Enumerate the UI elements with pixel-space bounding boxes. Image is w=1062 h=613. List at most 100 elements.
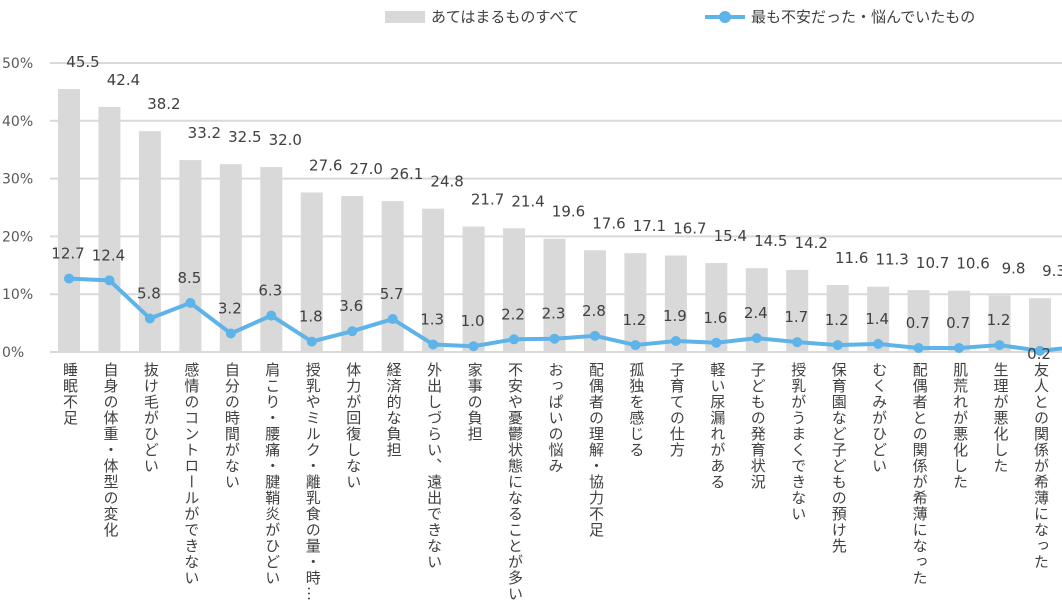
y-tick-label: 40%: [2, 114, 33, 130]
category-label: 授乳やミルク・離乳食の量・時…: [303, 362, 322, 602]
bar: [664, 255, 687, 352]
line-point: [266, 310, 277, 321]
line-data-label: 3.6: [339, 297, 363, 315]
bar: [98, 106, 121, 352]
line-data-label: 0.7: [906, 314, 930, 332]
bar-data-label: 32.0: [269, 131, 302, 149]
line-point: [185, 297, 196, 308]
category-label: 軽い尿漏れがある: [708, 362, 727, 490]
line-data-label: 1.4: [865, 310, 889, 328]
category-label: 睡眠不足: [61, 362, 79, 426]
category-label: 孤独を感じる: [627, 362, 646, 458]
bar-data-label: 21.4: [511, 192, 544, 210]
line-point: [954, 342, 965, 353]
line-data-label: 2.4: [744, 304, 768, 322]
line-data-label: 0.7: [946, 314, 970, 332]
bar: [58, 89, 80, 352]
y-tick-label: 10%: [2, 287, 33, 303]
line-point: [428, 339, 439, 350]
bar-data-label: 38.2: [147, 95, 180, 113]
line-point: [873, 338, 884, 349]
bar-data-label: 45.5: [66, 53, 99, 71]
line-data-label: 2.3: [542, 305, 566, 323]
category-label: 配偶者との関係が希薄になった: [910, 362, 929, 586]
line-point: [468, 341, 479, 352]
category-label: 自身の体重・体型の変化: [101, 362, 120, 538]
category-label: 配偶者の理解・協力不足: [586, 362, 605, 538]
line-point: [792, 337, 803, 348]
bar-data-label: 14.5: [754, 232, 787, 250]
bar: [907, 290, 930, 352]
legend-line-label: 最も不安だった・悩んでいたもの: [751, 8, 976, 26]
bar: [826, 284, 849, 352]
y-tick-label: 0%: [2, 345, 24, 361]
bar-data-label: 14.2: [795, 234, 828, 252]
bar: [381, 201, 404, 352]
bar-data-label: 19.6: [552, 203, 585, 221]
line-data-label: 1.0: [461, 312, 485, 330]
bar: [260, 167, 283, 352]
bar-data-label: 32.5: [228, 128, 261, 146]
line-point: [994, 340, 1005, 351]
line-point: [306, 336, 317, 347]
bar-data-label: 24.8: [430, 173, 463, 191]
line-point: [144, 313, 155, 324]
bar: [867, 286, 890, 352]
bar-data-label: 9.3: [1042, 262, 1062, 280]
line-point: [670, 336, 681, 347]
line-point: [549, 333, 560, 344]
legend-item-line: 最も不安だった・悩んでいたもの: [705, 6, 975, 27]
legend-line-swatch: [705, 10, 745, 24]
line-data-label: 8.5: [177, 269, 201, 287]
line-point: [104, 275, 115, 286]
line-data-label: 3.2: [218, 300, 242, 318]
category-label: 感情のコントロールができない: [182, 362, 201, 586]
line-data-label: 1.3: [420, 310, 444, 328]
category-label: 自分の時間がない: [222, 362, 241, 490]
category-label: 授乳がうまくできない: [789, 362, 808, 522]
line-point: [711, 337, 722, 348]
category-label: むくみがひどい: [870, 362, 889, 474]
bar: [503, 228, 526, 352]
line-data-label: 1.9: [663, 307, 687, 325]
line-point: [913, 342, 924, 353]
bar-data-label: 10.6: [956, 255, 989, 273]
line-point: [509, 334, 520, 345]
bar: [179, 160, 202, 352]
line-data-label: 1.7: [784, 308, 808, 326]
line-point: [630, 340, 641, 351]
bar: [1029, 298, 1051, 352]
line-data-label: 1.6: [703, 309, 727, 327]
bar: [624, 253, 647, 352]
bar-data-label: 27.0: [350, 160, 383, 178]
line-data-label: 5.8: [137, 284, 161, 302]
bar-data-label: 17.1: [633, 217, 666, 235]
category-label: 体力が回復しない: [344, 362, 363, 490]
line-data-label: 0.2: [1027, 345, 1051, 363]
line-point: [225, 328, 236, 339]
bar: [138, 131, 161, 352]
category-label: 外出しづらい、遠出できない: [425, 362, 444, 570]
line-data-label: 5.7: [380, 285, 404, 303]
bar-data-label: 15.4: [714, 227, 747, 245]
line-point: [387, 314, 398, 325]
bar-data-label: 42.4: [107, 71, 140, 89]
line-point: [64, 273, 74, 284]
category-label: 子どもの発育状況: [748, 362, 767, 490]
line-data-label: 2.8: [582, 302, 606, 320]
line-point: [751, 333, 762, 344]
line-data-label: 2.2: [501, 305, 525, 323]
category-label: 子育ての仕方: [667, 362, 686, 458]
line-data-label: 1.2: [825, 311, 849, 329]
bar-data-label: 11.3: [875, 251, 908, 269]
bar: [583, 250, 606, 352]
bar: [422, 208, 445, 352]
category-label: 家事の負担: [465, 362, 484, 442]
legend-bar-label: あてはまるものすべて: [431, 8, 579, 26]
legend-item-bars: あてはまるものすべて: [385, 6, 579, 27]
line-data-label: 1.2: [622, 311, 646, 329]
bar: [786, 269, 809, 352]
bar-data-label: 11.6: [835, 249, 868, 267]
line-data-label: 1.2: [987, 311, 1011, 329]
